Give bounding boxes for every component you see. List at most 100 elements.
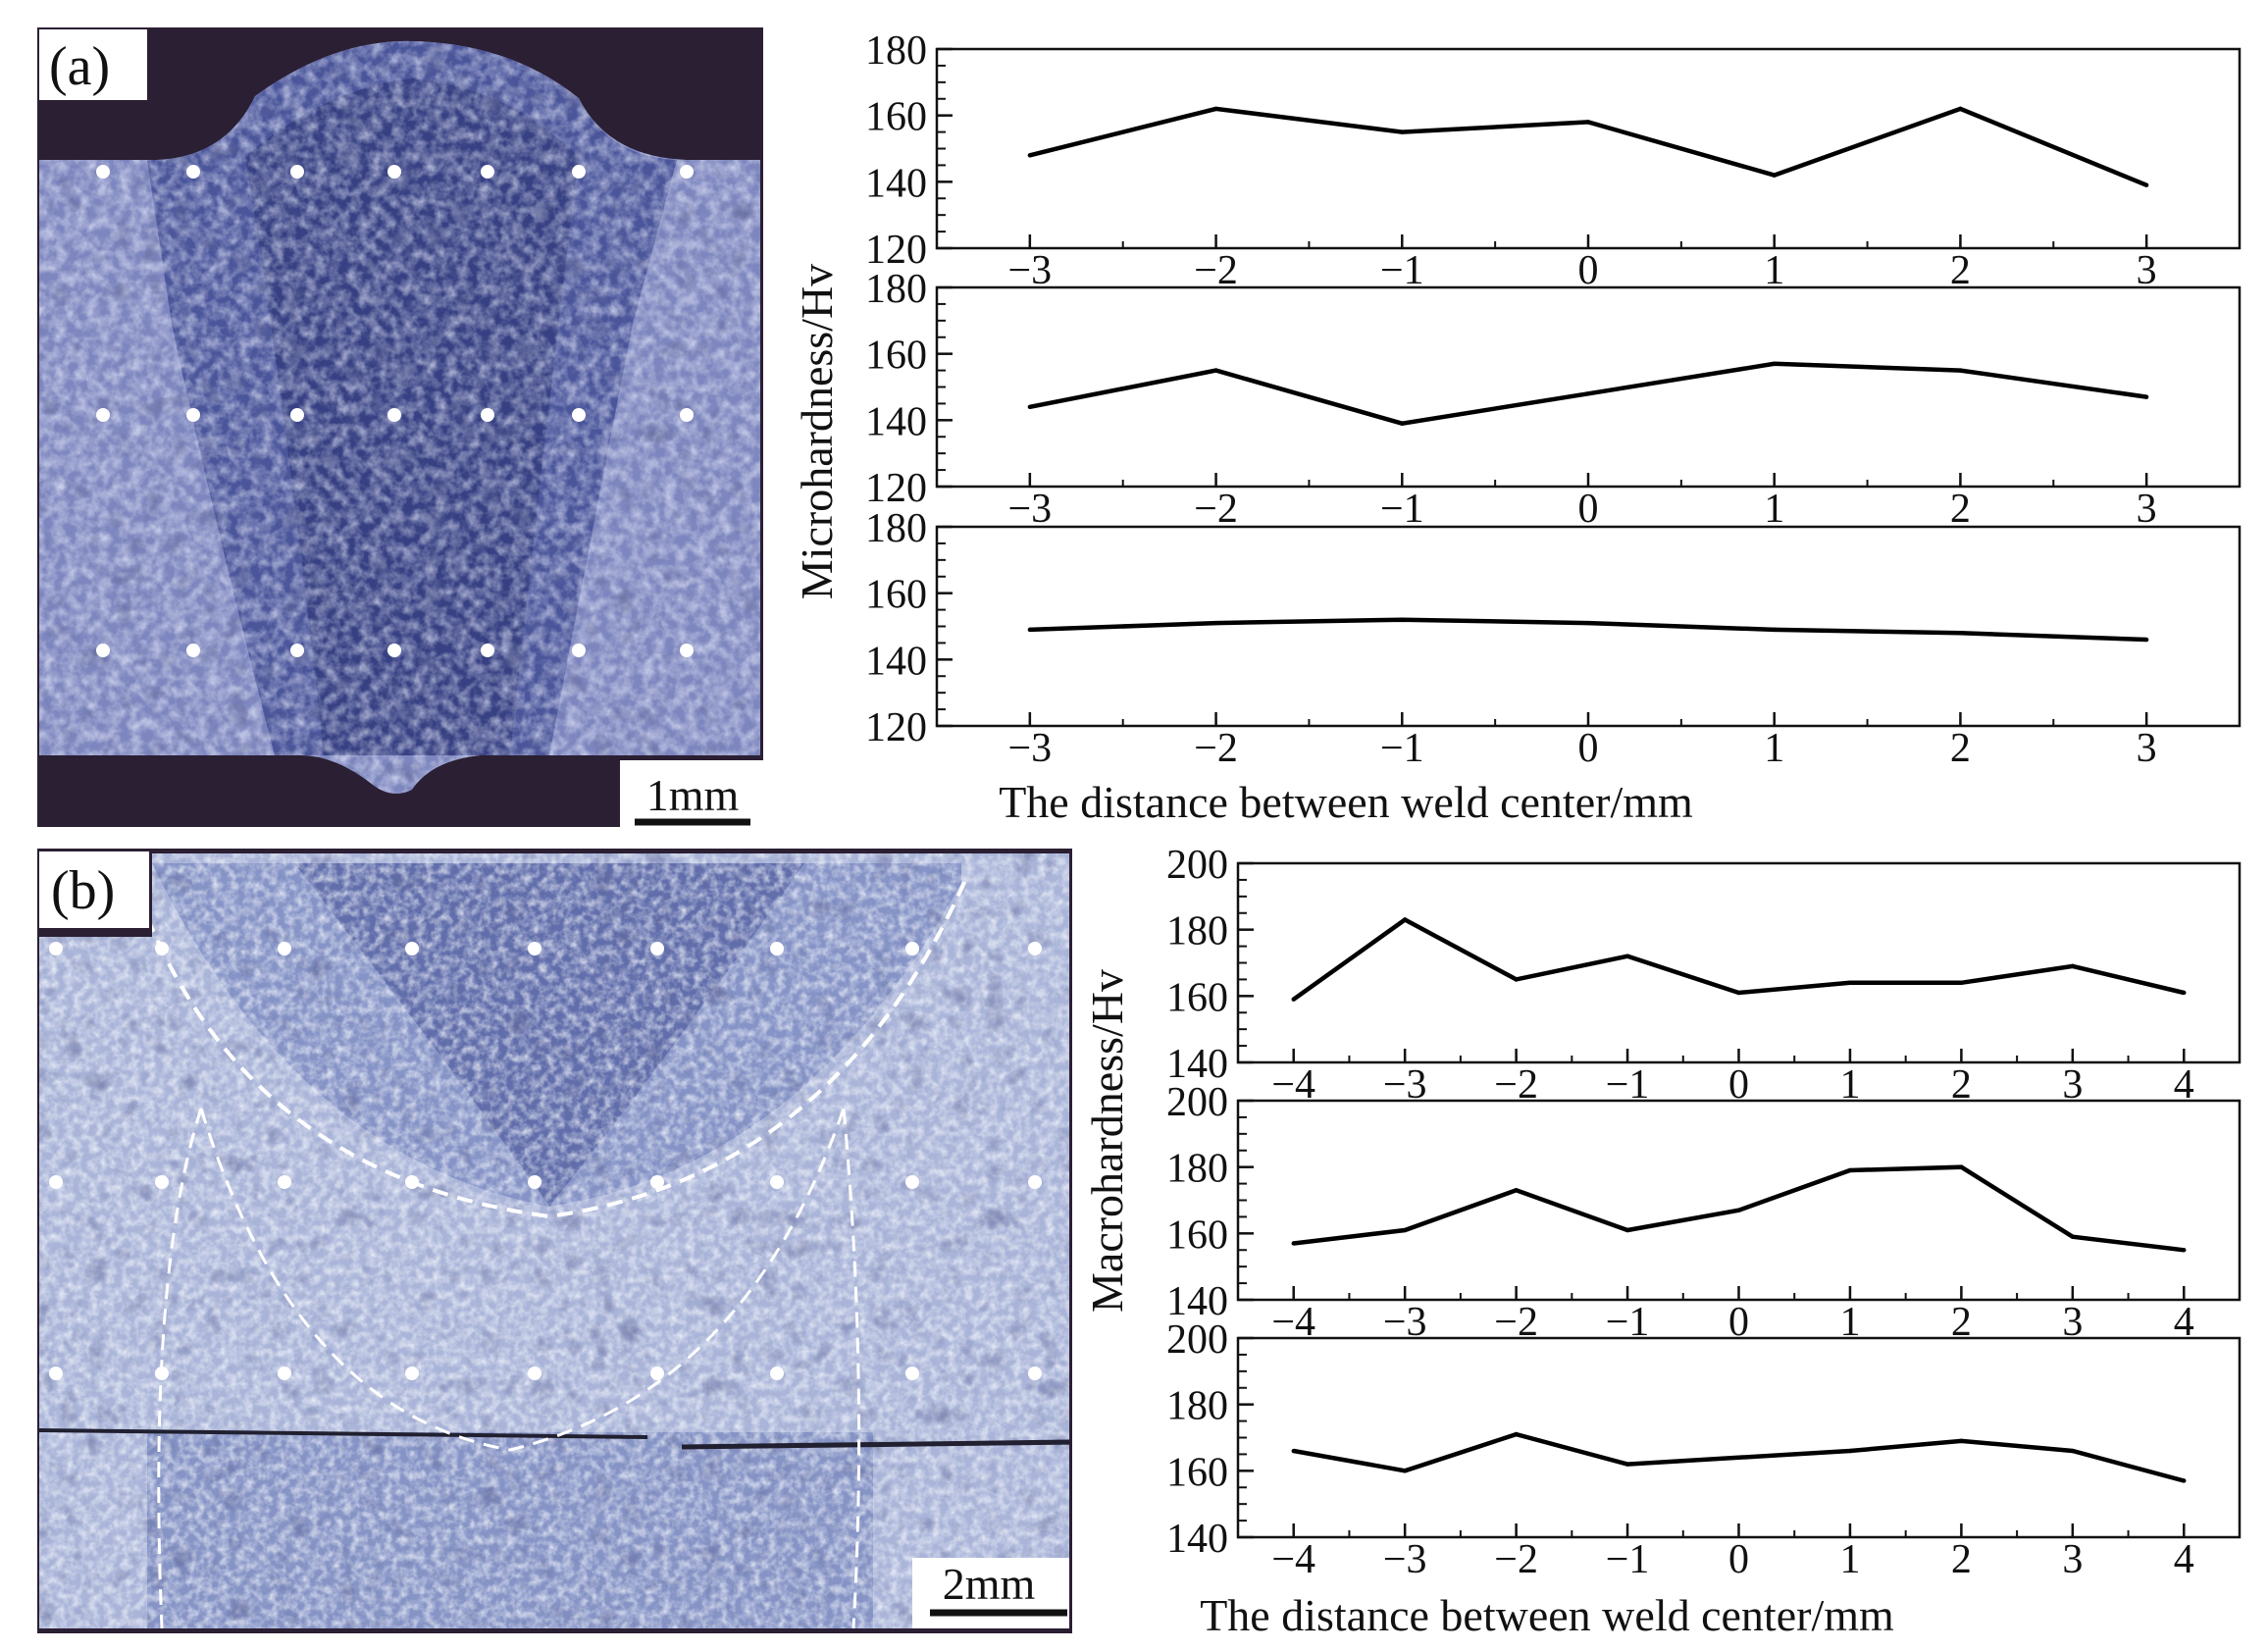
y-tick-label: 160 — [865, 334, 927, 379]
y-tick-label: 160 — [1166, 975, 1228, 1020]
panel-a-label: (a) — [49, 36, 110, 97]
data-point — [1213, 106, 1218, 112]
indent-point — [49, 1367, 63, 1380]
data-point — [1027, 627, 1033, 633]
indent-point — [290, 644, 304, 657]
indent-point — [96, 408, 110, 422]
indent-point — [387, 644, 401, 657]
indent-point — [96, 165, 110, 179]
indent-point — [278, 942, 291, 955]
data-point — [1585, 391, 1591, 396]
chart-b-panel-3: 140 160 180 200 −4 −3 −2 −1 0 1 2 3 4 — [1166, 1317, 2242, 1582]
panel-a-label-box — [39, 29, 147, 100]
indent-point — [1028, 942, 1042, 955]
x-tick-label: 4 — [2174, 1062, 2194, 1108]
chart-b-frame — [1236, 1336, 2242, 1539]
indent-point — [650, 1367, 664, 1380]
indent-point — [528, 1175, 541, 1189]
chart-b-series-line — [1292, 916, 2185, 1002]
indent-point — [405, 1367, 419, 1380]
data-point — [1514, 977, 1519, 982]
y-tick-label: 120 — [865, 466, 927, 511]
x-tick-label: 0 — [1578, 487, 1599, 532]
indent-point — [770, 1367, 784, 1380]
indent-point — [186, 408, 200, 422]
x-tick-label: −1 — [1606, 1537, 1650, 1582]
x-tick-label: 1 — [1764, 248, 1784, 293]
x-tick-label: 4 — [2174, 1537, 2194, 1582]
data-point — [1027, 404, 1033, 409]
chart-a-panel-3: 120 140 160 180 −3 −2 −1 0 1 2 3 — [865, 506, 2242, 771]
data-point — [2182, 990, 2187, 996]
x-tick-label: 0 — [1578, 726, 1599, 771]
data-point — [1400, 617, 1405, 622]
data-point — [2070, 963, 2076, 969]
indent-point — [405, 942, 419, 955]
indent-point — [680, 408, 694, 422]
x-tick-label: 3 — [2137, 487, 2157, 532]
indent-point — [481, 165, 494, 179]
x-tick-label: −1 — [1380, 487, 1424, 532]
panel-b-fusion-boundary-upper — [145, 877, 968, 1219]
x-tick-label: 2 — [1951, 1300, 1972, 1345]
indent-point — [650, 1175, 664, 1189]
chart-a-frame — [935, 47, 2242, 250]
data-point — [1847, 1167, 1853, 1173]
data-point — [1514, 1431, 1519, 1437]
x-tick-label: 2 — [1951, 1537, 1972, 1582]
indent-point — [572, 644, 586, 657]
x-tick-label: −3 — [1008, 726, 1053, 771]
data-point — [1958, 368, 1963, 373]
indent-point — [650, 942, 664, 955]
data-point — [2143, 637, 2149, 643]
data-point — [1585, 120, 1591, 125]
x-tick-label: −2 — [1194, 487, 1238, 532]
indent-point — [905, 1367, 919, 1380]
data-point — [2143, 394, 2149, 399]
y-tick-label: 160 — [1166, 1450, 1228, 1495]
panel-b-haz-boundary-right — [842, 1108, 861, 1628]
panel-b-haz-boundary-left — [157, 1108, 203, 1628]
indent-point — [405, 1175, 419, 1189]
panel-b-fusion-boundary-lower — [199, 1108, 846, 1452]
data-point — [2182, 1248, 2187, 1253]
indent-point — [96, 644, 110, 657]
y-tick-label: 140 — [1166, 1042, 1228, 1087]
indent-point — [481, 644, 494, 657]
indent-point — [155, 1367, 169, 1380]
indent-point — [770, 1175, 784, 1189]
data-point — [1959, 1164, 1964, 1169]
y-tick-label: 140 — [865, 639, 927, 684]
data-point — [1291, 997, 1296, 1002]
data-point — [2070, 1448, 2076, 1454]
data-point — [1772, 627, 1777, 633]
data-point — [1847, 1448, 1853, 1454]
x-tick-label: 0 — [1728, 1062, 1749, 1108]
x-tick-label: −3 — [1008, 248, 1053, 293]
data-point — [1585, 620, 1591, 626]
y-tick-label: 200 — [1166, 843, 1228, 888]
panel-b-micrograph: (b) 2mm — [37, 849, 1072, 1633]
data-point — [1736, 990, 1741, 996]
x-tick-label: 1 — [1839, 1062, 1860, 1108]
y-tick-label: 160 — [1166, 1212, 1228, 1258]
panel-b-joint-line-left — [39, 1428, 648, 1439]
x-tick-label: −1 — [1380, 726, 1424, 771]
indent-point — [290, 408, 304, 422]
data-point — [2182, 1478, 2187, 1483]
chart-b-frame — [1236, 861, 2242, 1064]
x-tick-label: 1 — [1764, 487, 1784, 532]
x-tick-label: 3 — [2062, 1062, 2083, 1108]
x-tick-label: 1 — [1839, 1300, 1860, 1345]
chart-a-panel-1: 120 140 160 180 −3 −2 −1 0 1 2 3 — [865, 28, 2242, 293]
y-tick-label: 180 — [1166, 1147, 1228, 1192]
data-point — [1624, 1462, 1630, 1467]
data-point — [1402, 1469, 1408, 1473]
x-tick-label: 0 — [1728, 1537, 1749, 1582]
data-point — [1772, 361, 1777, 367]
panel-b-scalebar-box — [912, 1558, 1069, 1628]
indent-point — [1028, 1175, 1042, 1189]
x-tick-label: 2 — [1950, 248, 1971, 293]
y-tick-label: 140 — [865, 161, 927, 206]
